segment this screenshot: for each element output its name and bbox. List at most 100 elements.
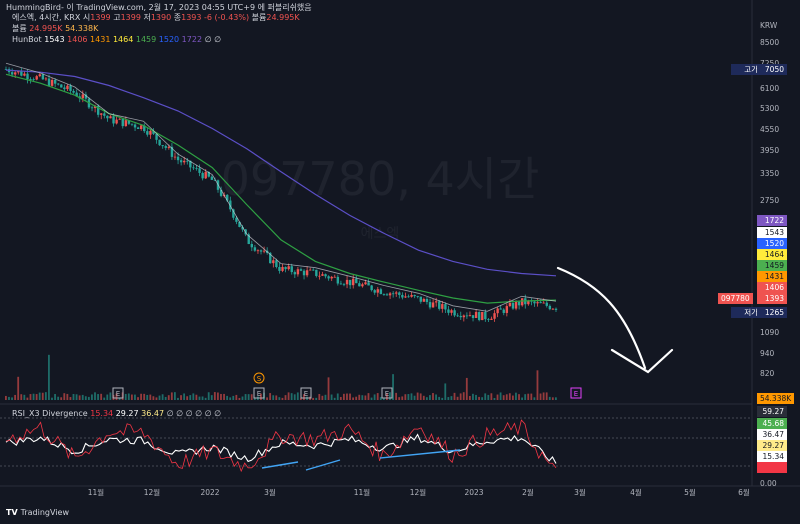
candle-body xyxy=(419,296,423,302)
dividend-marker[interactable]: S xyxy=(253,372,265,384)
volume-bar xyxy=(499,392,502,400)
volume-bar xyxy=(115,393,118,400)
volume-bar xyxy=(158,395,161,400)
candle-body xyxy=(385,294,389,296)
candle-body xyxy=(395,292,398,294)
volume-bar xyxy=(367,393,370,400)
candle-body xyxy=(551,308,555,310)
volume-bar xyxy=(493,397,496,400)
candle-body xyxy=(302,270,306,276)
volume-bar xyxy=(438,396,441,400)
candle-body xyxy=(339,283,343,285)
volume-bar xyxy=(548,396,551,400)
volume-bar xyxy=(29,394,32,400)
candle-body xyxy=(490,318,493,320)
volume-bar xyxy=(441,397,444,400)
event-marker[interactable]: E xyxy=(253,387,265,399)
event-marker[interactable]: E xyxy=(300,387,312,399)
volume-bar xyxy=(195,394,198,400)
candle-body xyxy=(26,73,29,80)
candle-body xyxy=(195,168,198,170)
volume-bar xyxy=(143,393,146,400)
candle-body xyxy=(72,90,75,93)
candle-body xyxy=(477,312,481,321)
candle-body xyxy=(471,315,475,319)
volume-bar xyxy=(410,393,413,400)
volume-bar xyxy=(496,394,499,400)
indicator-name[interactable]: HunBot xyxy=(12,35,42,44)
symbol-label[interactable]: 에스엑, 4시간, KRX xyxy=(12,13,81,22)
volume-bar xyxy=(527,393,530,400)
time-tick-label: 12월 xyxy=(410,487,427,497)
event-marker[interactable]: E xyxy=(570,387,582,399)
ind-value-4: 1464 xyxy=(112,35,134,44)
divergence-line xyxy=(261,449,461,471)
volume2-label[interactable]: 볼륨 xyxy=(12,24,27,33)
watermark-sub: 에스엑 xyxy=(361,226,400,242)
candle-body xyxy=(170,146,174,157)
volume-bar xyxy=(508,393,511,400)
low-price-tag[interactable]: 1265 xyxy=(757,307,787,318)
volume-bar xyxy=(536,370,539,400)
candle-body xyxy=(247,234,250,244)
indicator-legend: HunBot 1543 1406 1431 1464 1459 1520 172… xyxy=(12,35,221,45)
level-tag: 1520 xyxy=(757,238,787,249)
candle-body xyxy=(235,217,238,222)
event-marker-label: E xyxy=(574,390,578,398)
volume-bar xyxy=(109,392,112,400)
rsi-tag xyxy=(757,462,787,473)
price-tick-label: 7250 xyxy=(760,59,779,68)
candle-body xyxy=(229,200,232,210)
candle-body xyxy=(434,301,438,303)
volume-bar xyxy=(490,393,493,400)
candle-body xyxy=(404,296,407,298)
volume-bar xyxy=(505,394,508,400)
candle-body xyxy=(38,74,41,77)
rsi-legend: RSI_X3 Divergence 15.34 29.27 36.47 ∅ ∅ … xyxy=(12,409,221,419)
candle-body xyxy=(93,105,97,109)
time-axis[interactable]: 11월 12월 2022 3월 11월 12월 2023 2월 3월 4월 5월 6월 xyxy=(88,487,750,497)
candle-body xyxy=(533,301,536,304)
candle-body xyxy=(441,304,444,309)
candle-body xyxy=(554,308,558,310)
tradingview-footer[interactable]: 𝗧𝗩 TradingView xyxy=(6,508,69,517)
candle-body xyxy=(462,315,466,318)
rsi-name[interactable]: RSI_X3 Divergence xyxy=(12,409,88,418)
volume-bar xyxy=(521,397,524,400)
rsi-line-29.27 xyxy=(5,433,557,464)
volume-bar xyxy=(327,377,330,400)
high-price-tag[interactable]: 7050 xyxy=(757,64,787,75)
volume-bar xyxy=(238,397,241,400)
rsi-tag: 15.34 xyxy=(757,451,787,462)
candle-body xyxy=(542,302,545,304)
volume-bar xyxy=(149,394,152,400)
volume-bar xyxy=(533,397,536,400)
high-label-tag: 고가 xyxy=(731,64,761,75)
low-label: 저 xyxy=(143,13,151,22)
volume-bar xyxy=(161,394,164,400)
volume-bar xyxy=(201,396,204,400)
candle-body xyxy=(60,84,63,88)
event-marker[interactable]: E xyxy=(112,387,124,399)
candle-body xyxy=(296,269,300,275)
close-value: 1393 xyxy=(181,13,202,22)
candle-body xyxy=(447,309,450,313)
candle-body xyxy=(539,302,542,304)
volume-bar xyxy=(260,393,262,400)
volume-bar xyxy=(401,396,404,400)
volume-bar xyxy=(32,393,35,400)
open-value: 1399 xyxy=(90,13,111,22)
drawn-arrow[interactable] xyxy=(556,266,674,374)
candle-body xyxy=(318,275,321,277)
volume-bar xyxy=(217,392,219,400)
event-marker[interactable]: E xyxy=(381,387,393,399)
volume-bar xyxy=(321,395,324,400)
candle-body xyxy=(487,319,490,320)
candle-body xyxy=(192,167,195,169)
candle-body xyxy=(253,247,257,251)
volume-bar xyxy=(75,394,78,400)
volume-bar xyxy=(429,395,431,400)
close-label: 종 xyxy=(173,13,182,22)
last-price-tag[interactable]: 1393 xyxy=(757,293,787,304)
